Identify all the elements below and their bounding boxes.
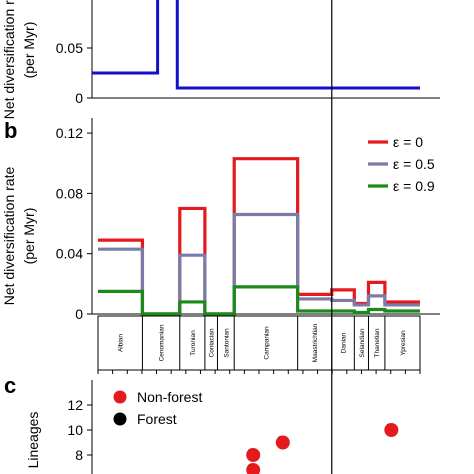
stage-label: Turonian xyxy=(190,330,197,356)
panel-c-point-forest-part xyxy=(248,463,252,466)
panel-c-ytick-label: 12 xyxy=(67,397,83,413)
stage-label: Maastrichtian xyxy=(312,323,319,362)
stage-label: Danian xyxy=(341,332,348,353)
panel-a: Net diversification rate (per Myr) 00.05 xyxy=(1,0,440,119)
panel-c-point-forest-part xyxy=(277,435,281,439)
stage-label: Santonian xyxy=(223,328,230,358)
panel-c-legend: Non-forest Forest xyxy=(113,389,202,427)
panel-b-stage-bar: Albian Cenomanian Turonian Coniacian Santoni… xyxy=(97,315,421,374)
stage-label: Selandian xyxy=(359,328,366,357)
panel-c-points xyxy=(246,423,399,474)
panel-b-ytick-label: 0.08 xyxy=(56,185,83,201)
panel-c-ylabel: Lineages xyxy=(25,412,41,469)
legend-label: Non-forest xyxy=(137,389,202,405)
panel-a-axes: 00.05 xyxy=(56,0,440,106)
panel-c: c Lineages 8 10 12 Non-forest Forest xyxy=(4,373,399,474)
panel-a-series-line xyxy=(92,0,420,90)
panel-a-ytick-label: 0 xyxy=(75,90,83,106)
panel-a-series xyxy=(92,0,420,90)
panel-c-point xyxy=(246,463,261,474)
stage-label: Ypresian xyxy=(400,330,407,356)
panel-b-ylabel-line2: (per Myr) xyxy=(21,208,37,265)
panel-b-ytick-label: 0.04 xyxy=(56,246,83,262)
panel-c-point xyxy=(246,448,261,462)
panel-b-ytick-label: 0.12 xyxy=(56,125,83,141)
stage-label: Campanian xyxy=(263,326,270,360)
panel-b-series-line xyxy=(98,285,420,316)
stage-label: Thanetian xyxy=(374,328,381,357)
panel-b-series-line xyxy=(98,157,420,316)
panel-a-ylabel-line1: Net diversification rate xyxy=(1,0,17,119)
panel-b-legend: ε = 0 ε = 0.5 ε = 0.9 xyxy=(368,134,435,194)
legend-label: ε = 0 xyxy=(393,134,423,150)
panel-b: b Net diversification rate (per Myr) 0 0.… xyxy=(1,118,440,374)
panel-b-ylabel-line1: Net diversification rate xyxy=(1,167,17,306)
panel-b-series-line xyxy=(98,212,420,316)
stage-label: Coniacian xyxy=(209,328,216,357)
panel-c-point xyxy=(275,435,290,450)
legend-marker xyxy=(113,390,127,404)
panel-b-series xyxy=(98,157,420,316)
panel-c-point-forest-part xyxy=(386,423,390,426)
panel-c-axes: 8 10 12 xyxy=(67,380,93,474)
stage-bar-frame xyxy=(97,315,421,371)
stage-label: Albian xyxy=(118,334,125,352)
panel-c-label: c xyxy=(4,373,16,398)
stage-label: Cenomanian xyxy=(159,324,166,361)
legend-marker xyxy=(113,412,127,426)
panel-a-ylabel-line2: (per Myr) xyxy=(21,22,37,79)
panel-a-ytick-label: 0.05 xyxy=(56,40,83,56)
panel-c-ytick-label: 8 xyxy=(75,447,83,463)
legend-label: ε = 0.9 xyxy=(393,178,435,194)
panel-c-point xyxy=(384,423,399,437)
panel-b-label: b xyxy=(4,118,17,143)
panel-c-point-forest-part xyxy=(248,448,252,451)
legend-label: ε = 0.5 xyxy=(393,156,435,172)
panel-c-ytick-label: 10 xyxy=(67,422,83,438)
panel-b-ytick-label: 0 xyxy=(75,306,83,322)
legend-label: Forest xyxy=(137,411,177,427)
